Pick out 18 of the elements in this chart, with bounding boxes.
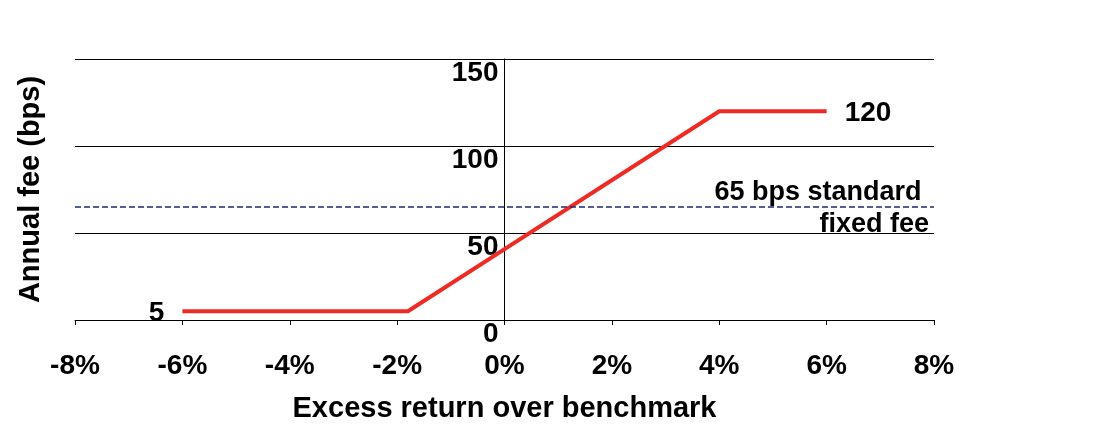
x-tick-label: 6% xyxy=(806,348,847,380)
x-tick-label: 0% xyxy=(484,348,525,380)
y-tick-label: 100 xyxy=(451,142,499,174)
x-tick-label: 4% xyxy=(699,348,740,380)
x-tick-label: 2% xyxy=(591,348,633,380)
ref-line-label: 65 bps standard fixed fee xyxy=(714,175,929,238)
y-tick-label: 150 xyxy=(451,55,499,87)
x-tick-label: -2% xyxy=(372,348,423,380)
x-tick-label: 8% xyxy=(913,348,955,380)
x-axis-title: Excess return over benchmark xyxy=(292,390,718,423)
data-label: 120 xyxy=(844,95,892,127)
y-axis-title: Annual fee (bps) xyxy=(12,75,45,304)
data-label: 5 xyxy=(148,295,165,327)
y-tick-label: 0 xyxy=(482,316,499,348)
x-tick-label: -6% xyxy=(157,348,208,380)
x-tick-label: -8% xyxy=(50,348,100,380)
x-tick-label: -4% xyxy=(264,348,315,380)
y-tick-label: 50 xyxy=(467,229,499,261)
